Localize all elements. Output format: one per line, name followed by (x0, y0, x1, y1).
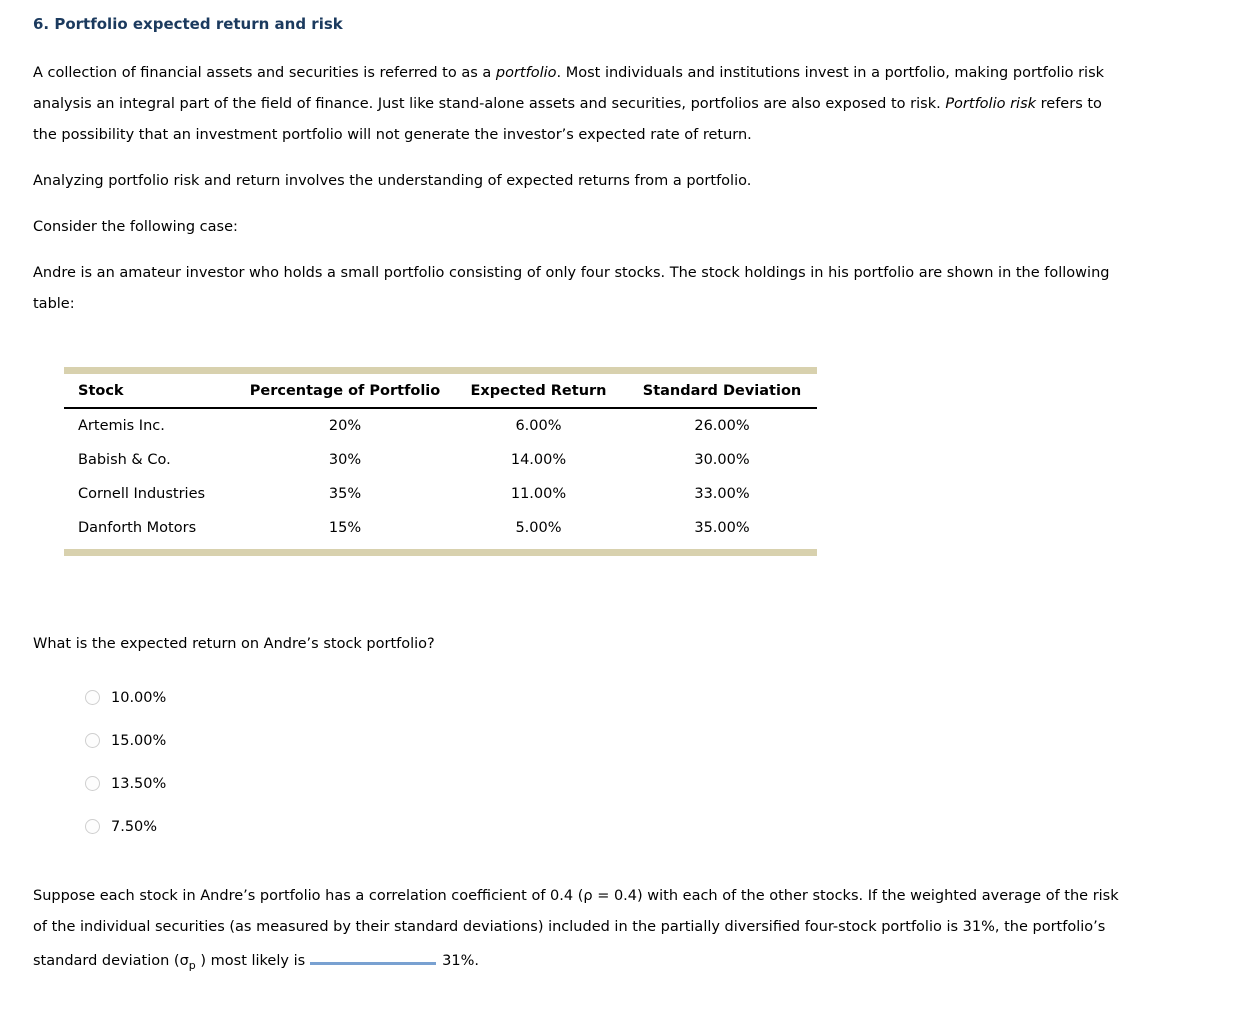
table-header-stock: Stock (78, 382, 124, 399)
question-prompt: What is the expected return on Andre’s s… (33, 636, 435, 652)
answer-blank[interactable] (310, 943, 437, 965)
table-header-row: Stock Percentage of Portfolio Expected R… (64, 374, 817, 409)
intro-paragraph-2: Analyzing portfolio risk and return invo… (33, 173, 752, 189)
table-header-percentage: Percentage of Portfolio (249, 382, 441, 399)
std-deviation-value: 26.00% (694, 418, 750, 434)
followup-paragraph: Suppose each stock in Andre’s portfolio … (33, 881, 1213, 977)
stock-name: Artemis Inc. (78, 418, 165, 434)
radio-option[interactable]: 13.50% (85, 762, 1213, 805)
expected-return-value: 6.00% (515, 418, 562, 434)
radio-button-icon[interactable] (85, 819, 100, 834)
radio-button-icon[interactable] (85, 776, 100, 791)
std-deviation-value: 30.00% (694, 452, 750, 468)
table-header-expected-return: Expected Return (470, 382, 607, 399)
percentage-value: 35% (328, 486, 362, 502)
intro-p1-text: . Most individuals and institutions inve… (33, 65, 1105, 112)
std-deviation-value: 33.00% (694, 486, 750, 502)
option-label: 10.00% (111, 689, 167, 706)
table-header-std-deviation: Standard Deviation (642, 382, 802, 399)
radio-button-icon[interactable] (85, 733, 100, 748)
table-bottom-accent-bar (64, 549, 817, 556)
expected-return-value: 14.00% (510, 452, 567, 468)
expected-return-value: 5.00% (515, 520, 562, 536)
portfolio-table: Stock Percentage of Portfolio Expected R… (64, 367, 817, 556)
stock-name: Babish & Co. (78, 452, 171, 468)
table-top-accent-bar (64, 367, 817, 374)
option-label: 7.50% (111, 818, 158, 835)
stock-name: Cornell Industries (78, 486, 206, 502)
radio-option[interactable]: 7.50% (85, 805, 1213, 848)
percentage-value: 15% (328, 520, 362, 536)
table-row: Cornell Industries 35% 11.00% 33.00% (64, 477, 817, 511)
stock-name: Danforth Motors (78, 520, 197, 536)
answer-suffix: 31%. (442, 953, 479, 969)
italic-term-portfolio: portfolio (495, 65, 557, 81)
option-label: 13.50% (111, 775, 167, 792)
sigma-subscript: p (188, 958, 196, 972)
radio-button-icon[interactable] (85, 690, 100, 705)
percentage-value: 20% (328, 418, 362, 434)
intro-paragraph-1: A collection of financial assets and sec… (33, 58, 1213, 151)
expected-return-value: 11.00% (510, 486, 567, 502)
std-deviation-value: 35.00% (694, 520, 750, 536)
table-row: Babish & Co. 30% 14.00% 30.00% (64, 443, 817, 477)
italic-term-portfolio-risk: Portfolio risk (945, 96, 1037, 112)
followup-text: Suppose each stock in Andre’s portfolio … (33, 888, 1119, 969)
answer-options: 10.00% 15.00% 13.50% 7.50% (85, 676, 1213, 848)
intro-paragraph-4: Andre is an amateur investor who holds a… (33, 265, 1110, 312)
option-label: 15.00% (111, 732, 167, 749)
table-row: Danforth Motors 15% 5.00% 35.00% (64, 511, 817, 545)
followup-text: ) most likely is (195, 953, 306, 969)
intro-p1-text: refers to the possibility that an invest… (33, 96, 1102, 143)
intro-paragraph-3: Consider the following case: (33, 219, 238, 235)
radio-option[interactable]: 15.00% (85, 719, 1213, 762)
percentage-value: 30% (328, 452, 362, 468)
intro-p1-text: A collection of financial assets and sec… (33, 65, 496, 81)
table-row: Artemis Inc. 20% 6.00% 26.00% (64, 409, 817, 443)
radio-option[interactable]: 10.00% (85, 676, 1213, 719)
page-title: 6. Portfolio expected return and risk (33, 15, 343, 33)
